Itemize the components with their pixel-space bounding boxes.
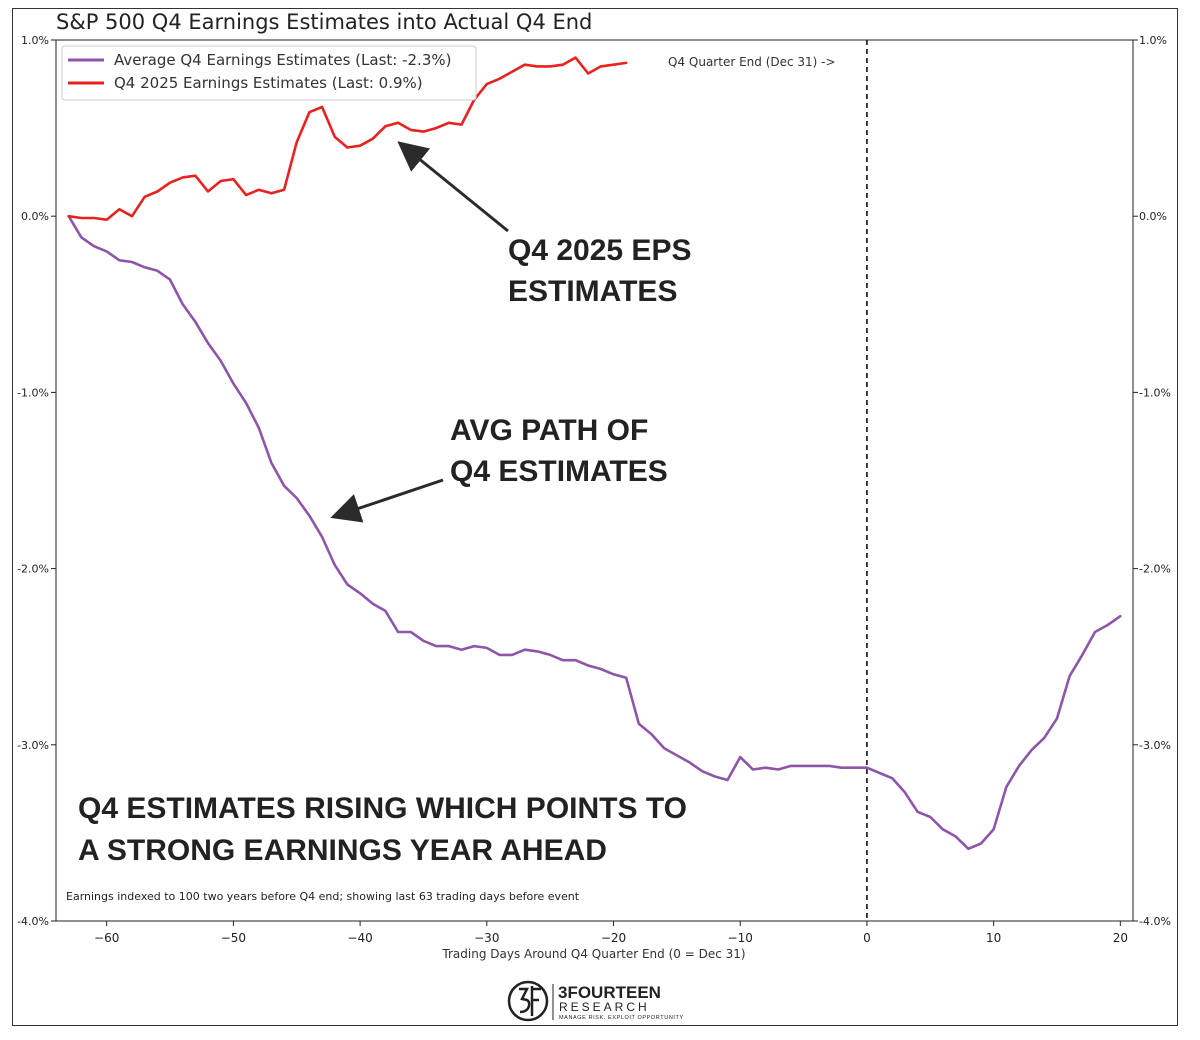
y-tick-label-right: 1.0% [1139, 34, 1167, 47]
y-axis-left: 1.0% 0.0% -1.0% -2.0% -3.0% -4.0% [17, 34, 56, 928]
avg-annotation-line2: Q4 ESTIMATES [450, 455, 668, 488]
x-tick-label: 10 [986, 931, 1001, 945]
y-tick-label-left: 0.0% [21, 210, 49, 223]
y-tick-label-left: -1.0% [17, 386, 49, 399]
legend: Average Q4 Earnings Estimates (Last: -2.… [61, 45, 477, 101]
logo-subtitle: RESEARCH [559, 1000, 650, 1014]
y-tick-label-right: -2.0% [1139, 563, 1171, 576]
y-tick-label-right: -1.0% [1139, 386, 1171, 399]
logo-tagline: MANAGE RISK. EXPLOIT OPPORTUNITY [559, 1015, 684, 1021]
logo-name: 3FOURTEEN [558, 983, 661, 1002]
y-tick-label-left: 1.0% [21, 34, 49, 47]
avg-annotation-line1: AVG PATH OF [450, 414, 648, 447]
logo-emblem [507, 980, 549, 1022]
eps-annotation-line2: ESTIMATES [508, 275, 677, 308]
x-axis-label: Trading Days Around Q4 Quarter End (0 = … [441, 947, 745, 961]
figure-frame [12, 8, 1178, 1026]
x-tick-label: −40 [347, 931, 372, 945]
logo-emblem-glyph [519, 986, 541, 1016]
legend-label-average: Average Q4 Earnings Estimates (Last: -2.… [114, 51, 451, 69]
y-tick-label-right: 0.0% [1139, 210, 1167, 223]
eps-annotation-line1: Q4 2025 EPS [508, 234, 691, 267]
rising-annotation-line2: A STRONG EARNINGS YEAR AHEAD [78, 834, 607, 867]
rising-annotation-line1: Q4 ESTIMATES RISING WHICH POINTS TO [78, 792, 687, 825]
chart-title: S&P 500 Q4 Earnings Estimates into Actua… [56, 10, 593, 34]
quarter-end-label: Q4 Quarter End (Dec 31) -> [668, 55, 836, 69]
x-tick-label: 0 [863, 931, 871, 945]
legend-box [61, 45, 477, 101]
plot-area [55, 39, 1134, 922]
series-line-average [67, 214, 1122, 851]
x-tick-label: −50 [221, 931, 246, 945]
y-tick-label-left: -4.0% [17, 915, 49, 928]
y-axis-right: 1.0% 0.0% -1.0% -2.0% -3.0% -4.0% [1133, 34, 1171, 928]
x-tick-label: −10 [728, 931, 753, 945]
avg-arrow [330, 478, 444, 523]
y-tick-label-right: -4.0% [1139, 915, 1171, 928]
series-group [67, 56, 1122, 851]
y-tick-label-right: -3.0% [1139, 739, 1171, 752]
x-axis: −60 −50 −40 −30 −20 −10 0 10 20 [94, 921, 1128, 945]
x-tick-label: −30 [474, 931, 499, 945]
series-line-q4-2025 [67, 56, 628, 221]
logo: 3FOURTEEN RESEARCH MANAGE RISK. EXPLOIT … [507, 980, 684, 1022]
y-tick-label-left: -3.0% [17, 739, 49, 752]
x-tick-label: −60 [94, 931, 119, 945]
x-tick-label: −20 [601, 931, 626, 945]
footnote: Earnings indexed to 100 two years before… [66, 890, 580, 903]
x-tick-label: 20 [1113, 931, 1128, 945]
legend-label-q4-2025: Q4 2025 Earnings Estimates (Last: 0.9%) [114, 74, 423, 92]
eps-arrow [397, 141, 509, 233]
y-tick-label-left: -2.0% [17, 563, 49, 576]
